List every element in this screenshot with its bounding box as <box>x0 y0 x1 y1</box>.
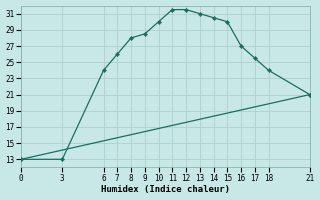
X-axis label: Humidex (Indice chaleur): Humidex (Indice chaleur) <box>101 185 230 194</box>
